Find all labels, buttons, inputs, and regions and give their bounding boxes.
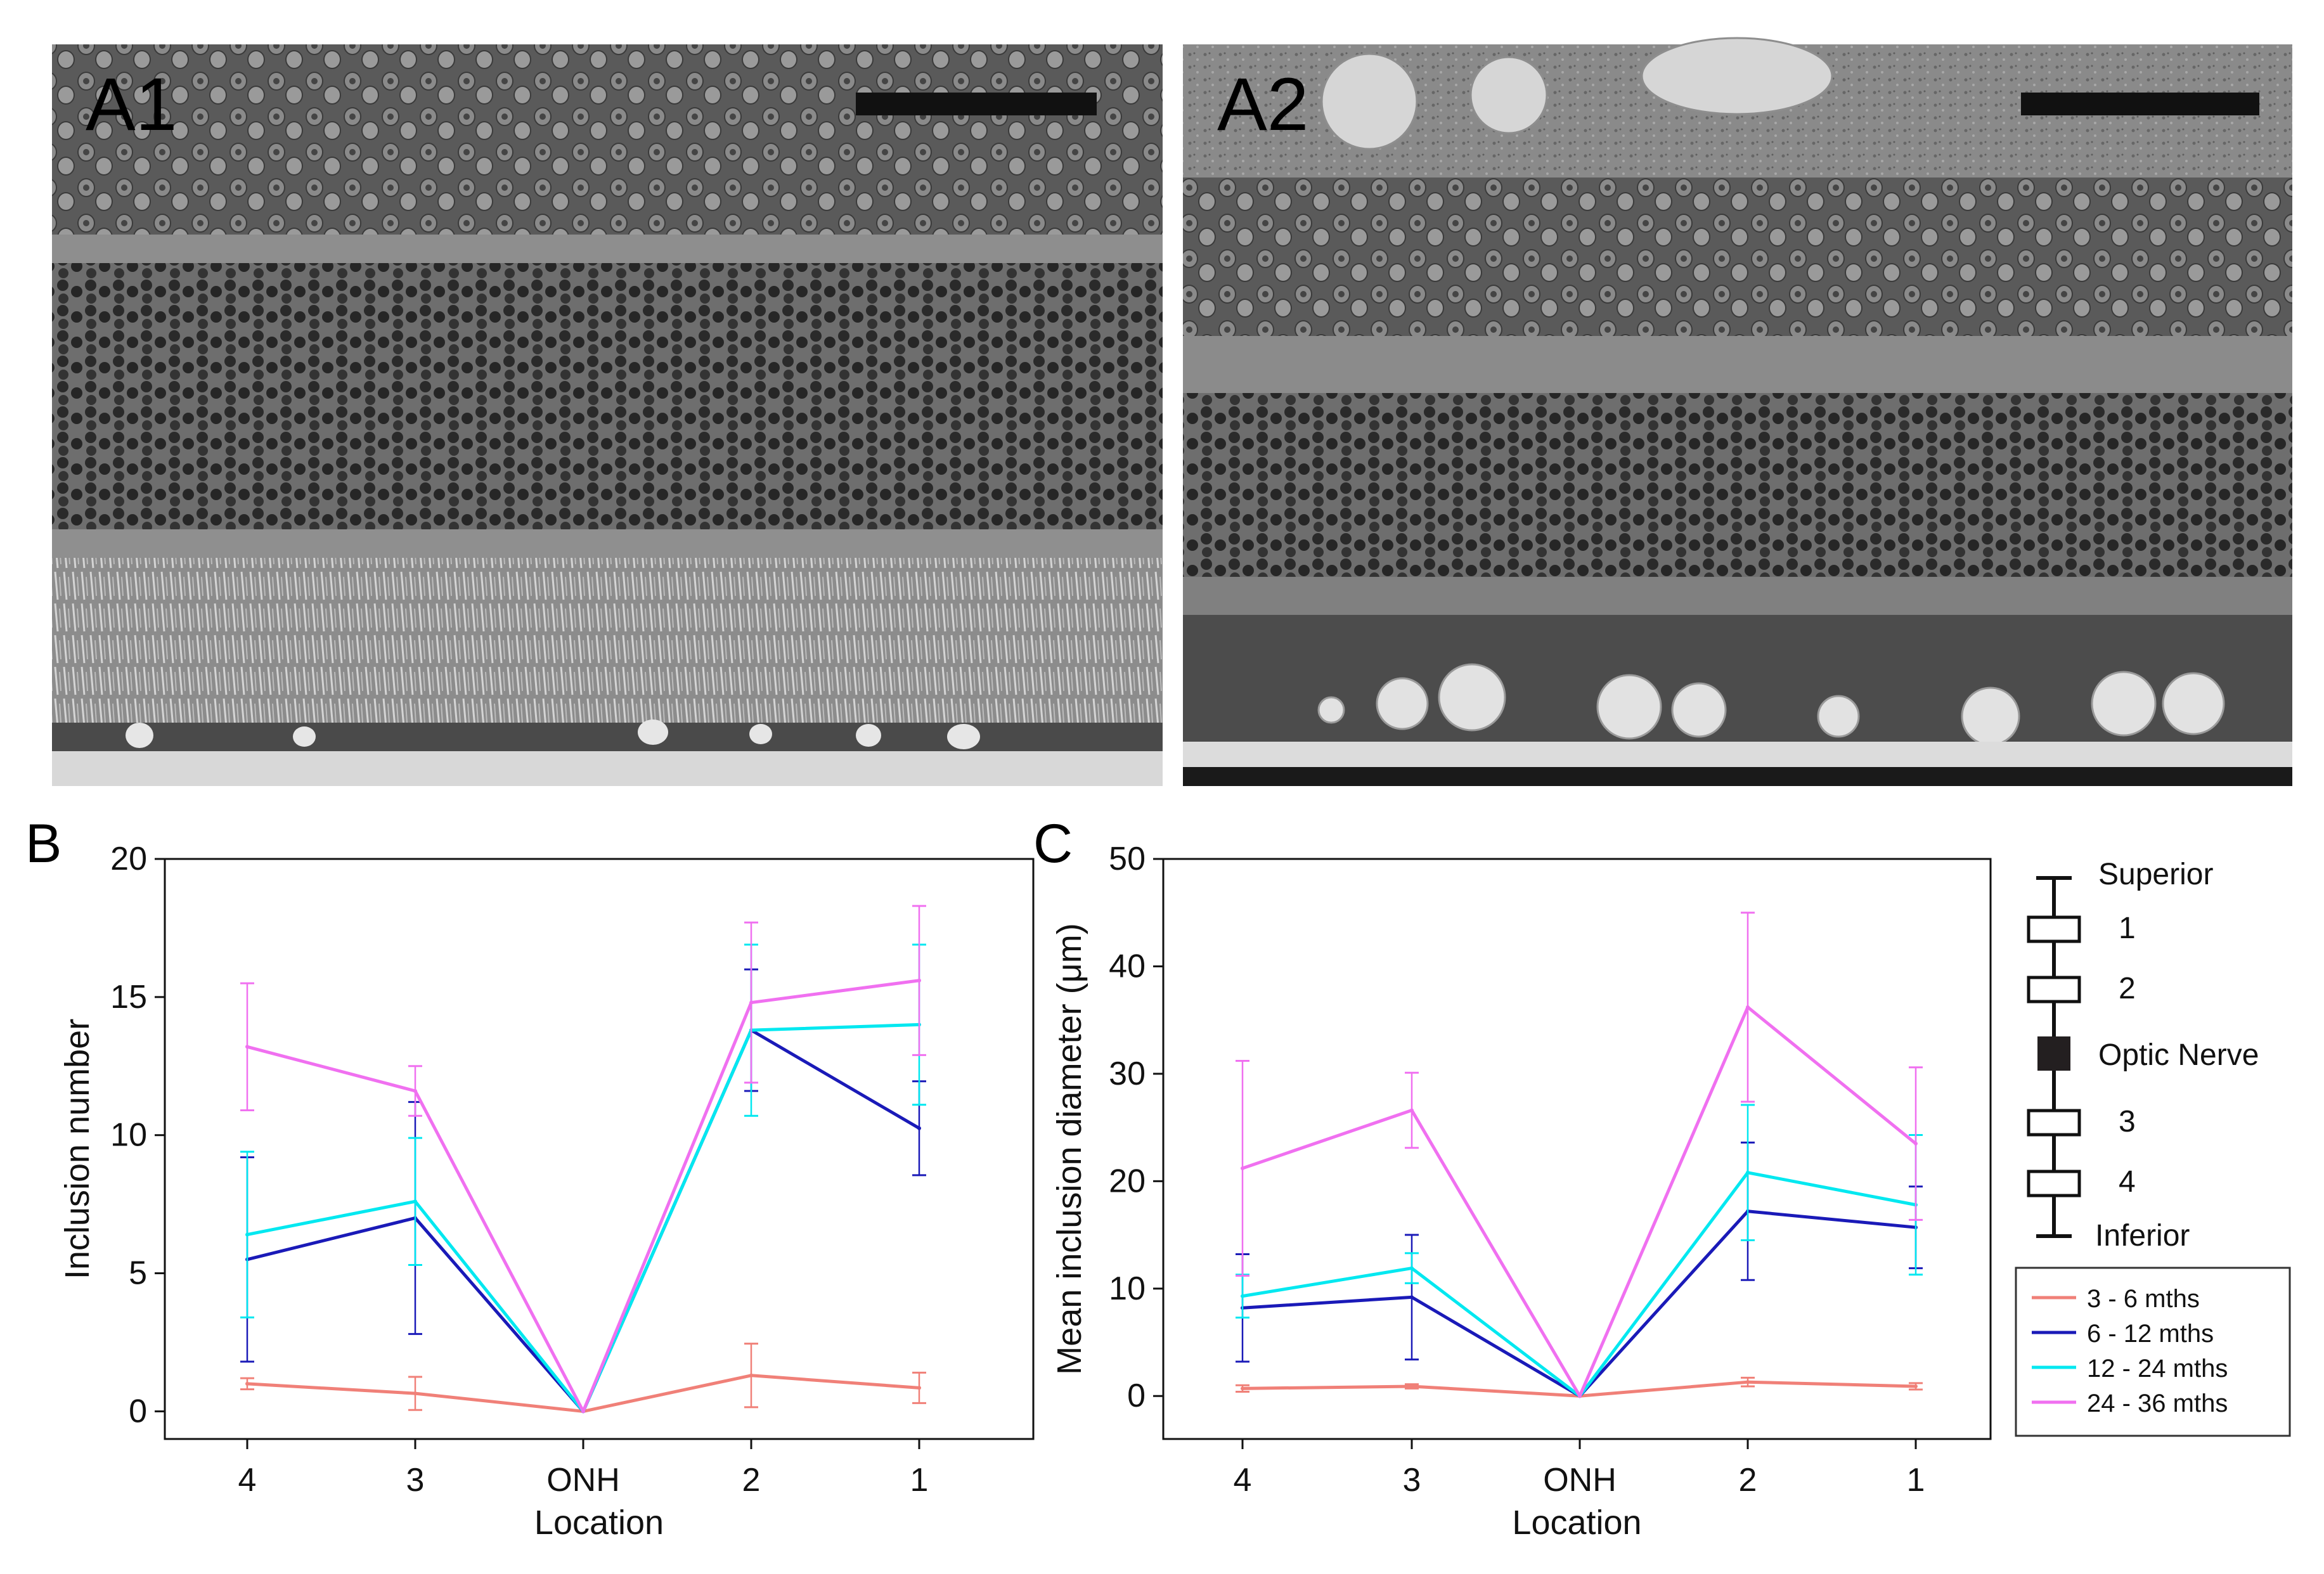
- series-2: [1236, 1141, 1923, 1398]
- data-point: [1746, 1005, 1750, 1009]
- key-box-3: [2027, 1109, 2081, 1137]
- y-tick-label: 20: [110, 841, 147, 877]
- legend-label: 3 - 6 mths: [2087, 1285, 2200, 1313]
- series-line: [1242, 1210, 1916, 1398]
- y-tick-label: 20: [1109, 1163, 1146, 1199]
- data-point: [413, 1199, 417, 1204]
- data-point: [1914, 1142, 1918, 1146]
- legend-entry-4: 24 - 36 mths: [2032, 1390, 2228, 1417]
- y-tick-label: 0: [1127, 1377, 1146, 1414]
- y-tick-label: 10: [110, 1117, 147, 1154]
- panel-label-b: B: [25, 813, 61, 874]
- data-point: [1746, 1170, 1750, 1175]
- micrograph-a1: A1: [52, 44, 1163, 786]
- legend-label: 24 - 36 mths: [2087, 1390, 2228, 1417]
- data-point: [1241, 1386, 1244, 1391]
- key-box-2: [2027, 976, 2081, 1003]
- series-4: [1236, 912, 1923, 1398]
- micrograph-a2: A2: [1183, 37, 2292, 786]
- data-point: [917, 1386, 921, 1390]
- legend: 3 - 6 mths 6 - 12 mths 12 - 24 mths 24 -…: [2015, 1267, 2291, 1437]
- y-tick-label: 50: [1109, 841, 1146, 877]
- x-tick-label: ONH: [1543, 1462, 1617, 1499]
- legend-frame: [2015, 1267, 2291, 1437]
- data-point: [917, 1126, 921, 1130]
- data-point: [1410, 1108, 1414, 1113]
- series-line: [247, 1022, 920, 1413]
- data-point: [1410, 1295, 1414, 1300]
- data-point: [1746, 1380, 1750, 1384]
- series-line: [247, 1028, 920, 1413]
- data-point: [245, 1045, 249, 1049]
- series-2: [240, 968, 926, 1414]
- y-tick-label: 5: [129, 1255, 147, 1292]
- legend-entry-2: 6 - 12 mths: [2032, 1320, 2214, 1348]
- key-item-label: Optic Nerve: [2098, 1038, 2259, 1072]
- x-tick-label: 3: [1403, 1462, 1421, 1499]
- x-axis-label: Location: [534, 1504, 664, 1542]
- series-line: [1242, 1005, 1917, 1398]
- data-point: [245, 1381, 249, 1386]
- legend-label: 12 - 24 mths: [2087, 1355, 2228, 1383]
- y-tick-label: 10: [1109, 1270, 1146, 1307]
- key-item-label: 2: [2119, 972, 2136, 1005]
- plot-frame: [1162, 858, 1992, 1440]
- data-point: [1410, 1384, 1414, 1388]
- y-tick-label: 15: [110, 979, 147, 1016]
- plot-frame: [164, 858, 1035, 1440]
- chart-b: 0 5 10 15 20 4 3 ONH 2 1 Location Inclusion number: [58, 841, 1035, 1542]
- legend-entry-3: 12 - 24 mths: [2032, 1355, 2228, 1383]
- key-superior-label: Superior: [2098, 858, 2213, 891]
- data-point: [749, 1373, 753, 1377]
- key-item-label: 1: [2119, 912, 2136, 945]
- data-point: [1241, 1166, 1244, 1170]
- data-point: [413, 1089, 417, 1093]
- series-4: [240, 905, 926, 1414]
- x-tick-label: 2: [1739, 1462, 1757, 1499]
- panel-label-a2: A2: [1217, 63, 1308, 146]
- data-point: [1914, 1384, 1918, 1388]
- series-1: [240, 1343, 926, 1414]
- series-line: [247, 979, 920, 1413]
- key-item-label: 3: [2119, 1105, 2136, 1139]
- key-item-label: 4: [2119, 1165, 2136, 1199]
- legend-label: 6 - 12 mths: [2087, 1320, 2214, 1348]
- x-tick-label: 4: [238, 1462, 257, 1499]
- data-point: [749, 1000, 753, 1005]
- legend-entry-1: 3 - 6 mths: [2032, 1285, 2200, 1313]
- x-tick-label: 1: [910, 1462, 929, 1499]
- data-point: [1410, 1266, 1414, 1270]
- data-point: [581, 1409, 585, 1414]
- series-line: [1242, 1171, 1916, 1398]
- series-3: [240, 943, 926, 1414]
- x-axis-label: Location: [1512, 1504, 1641, 1542]
- x-tick-label: 3: [406, 1462, 425, 1499]
- location-key: Superior 1 2 Optic Nerve 3 4 Inferior: [2027, 858, 2259, 1253]
- data-point: [1241, 1294, 1244, 1298]
- panel-label-a1: A1: [86, 63, 177, 146]
- y-axis-label: Mean inclusion diameter (μm): [1050, 923, 1088, 1374]
- y-tick-label: 0: [129, 1393, 147, 1429]
- key-box-optic-nerve: [2037, 1036, 2070, 1071]
- data-point: [413, 1391, 417, 1396]
- x-tick-label: 4: [1234, 1462, 1252, 1499]
- panel-label-c: C: [1033, 813, 1073, 874]
- series-line: [247, 1374, 920, 1413]
- x-tick-label: 2: [742, 1462, 761, 1499]
- series-3: [1236, 1104, 1923, 1398]
- x-tick-label: ONH: [546, 1462, 620, 1499]
- x-tick-label: 1: [1907, 1462, 1925, 1499]
- chart-c: 0 10 20 30 40 50 4 3 ONH 2 1 Location Mean inclusion…: [1050, 841, 1992, 1542]
- data-point: [917, 978, 921, 983]
- y-axis-label: Inclusion number: [58, 1019, 96, 1279]
- data-point: [245, 1232, 249, 1237]
- data-point: [1578, 1394, 1582, 1398]
- key-box-1: [2027, 915, 2081, 943]
- y-tick-label: 30: [1109, 1055, 1146, 1092]
- key-box-4: [2027, 1170, 2081, 1197]
- y-tick-label: 40: [1109, 948, 1146, 984]
- key-inferior-label: Inferior: [2095, 1219, 2190, 1253]
